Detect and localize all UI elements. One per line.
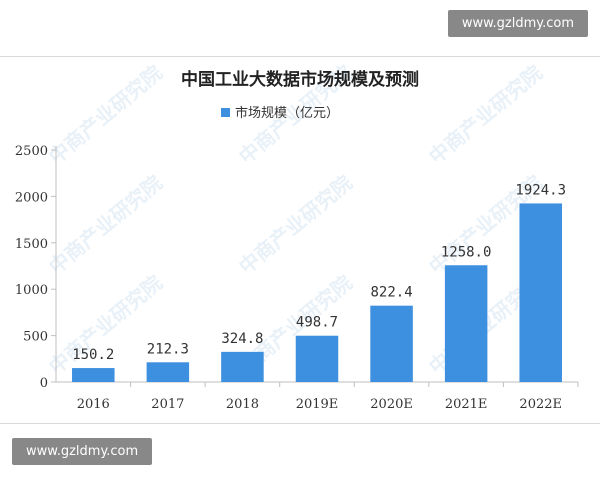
bar-2019E [295,335,339,382]
x-tick-label-2017: 2017 [151,397,184,412]
data-label-2016: 150.2 [72,347,114,363]
data-label-2020E: 822.4 [370,285,412,301]
legend: 市场规模（亿元） [221,105,339,121]
data-label-2019E: 498.7 [296,315,338,331]
data-labels: 150.2 212.3 324.8 498.7 822.4 1258.0 1924.3 [72,182,566,363]
site-watermark-top: www.gzldmy.com [447,10,588,37]
y-axis: 0 500 1000 1500 2000 2500 [15,144,57,391]
x-tick-label-2019E: 2019E [296,397,339,412]
y-tick-label: 2500 [15,144,48,159]
x-axis-ticks: 2016 2017 2018 2019E 2020E 2021E 2022E [77,382,579,412]
bar-2022E [519,203,562,382]
chart-title: 中国工业大数据市场规模及预测 [181,69,419,90]
bars [72,203,562,382]
data-label-2018: 324.8 [221,331,263,347]
x-tick-label-2016: 2016 [77,397,110,412]
background-watermark-text: 中商产业研究院 [44,60,167,168]
data-label-2021E: 1258.0 [441,244,492,260]
bar-2021E [444,265,488,382]
legend-label: 市场规模（亿元） [235,105,339,121]
bar-2017 [146,362,190,382]
background-watermark-text: 中商产业研究院 [234,170,357,278]
data-label-2017: 212.3 [147,341,189,357]
site-watermark-bottom: www.gzldmy.com [12,438,153,465]
y-tick-label: 1000 [15,283,48,298]
bar-2016 [72,368,115,382]
y-tick-label: 1500 [15,237,48,252]
x-tick-label-2020E: 2020E [370,397,413,412]
y-tick-label: 2000 [15,190,48,205]
legend-swatch [221,108,230,117]
x-tick-label-2022E: 2022E [519,397,562,412]
x-tick-label-2021E: 2021E [445,397,488,412]
bar-2018 [221,351,264,382]
y-tick-label: 500 [23,330,48,345]
x-tick-label-2018: 2018 [226,397,259,412]
bar-2020E [370,305,413,382]
background-watermark-text: 中商产业研究院 [44,170,167,278]
y-tick-label: 0 [40,376,48,391]
data-label-2022E: 1924.3 [515,182,566,198]
background-watermark-text: 中商产业研究院 [424,60,547,168]
